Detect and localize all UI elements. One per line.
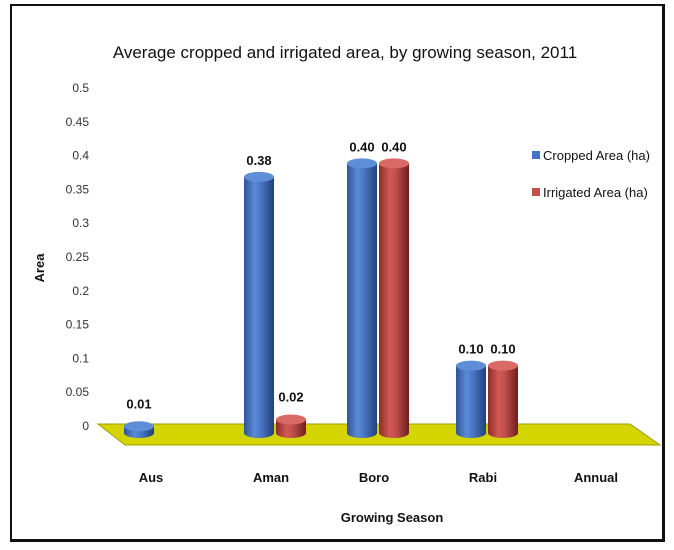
chart-frame bbox=[10, 4, 665, 542]
x-category-label: Annual bbox=[574, 470, 618, 485]
floor-plane bbox=[96, 423, 662, 446]
data-labels: 0.01 0.38 0.40 0.10 0.02 0.40 0.10 bbox=[126, 139, 515, 411]
y-tick-label: 0.15 bbox=[66, 318, 90, 332]
data-label: 0.10 bbox=[490, 342, 515, 357]
bar bbox=[276, 419, 306, 438]
y-tick-label: 0.35 bbox=[66, 182, 90, 196]
bar bbox=[379, 163, 409, 438]
bar bbox=[488, 365, 518, 438]
bar-top bbox=[244, 171, 274, 182]
x-category-label: Aus bbox=[139, 470, 164, 485]
bar bbox=[456, 365, 486, 438]
data-label: 0.10 bbox=[458, 342, 483, 357]
bar-series bbox=[124, 158, 518, 438]
y-tick-label: 0.5 bbox=[72, 81, 89, 95]
bar-top bbox=[124, 421, 154, 432]
chart-floor bbox=[96, 423, 662, 446]
bar-top bbox=[347, 158, 377, 169]
bar bbox=[244, 176, 274, 438]
x-category-label: Boro bbox=[359, 470, 389, 485]
legend: Cropped Area (ha) Irrigated Area (ha) bbox=[532, 148, 650, 200]
data-label: 0.38 bbox=[246, 153, 271, 168]
y-axis-label: Area bbox=[32, 253, 47, 283]
data-label: 0.02 bbox=[278, 390, 303, 405]
y-axis-ticks: 0 0.05 0.1 0.15 0.2 0.25 0.3 0.35 0.4 0.45 0.5 bbox=[66, 81, 90, 433]
y-tick-label: 0.4 bbox=[72, 149, 89, 163]
legend-swatch-irrigated bbox=[532, 188, 540, 196]
data-label: 0.40 bbox=[381, 139, 406, 154]
y-tick-label: 0.25 bbox=[66, 250, 90, 264]
bar-top bbox=[488, 360, 518, 371]
data-label: 0.40 bbox=[349, 139, 374, 154]
x-axis-label: Growing Season bbox=[341, 510, 444, 525]
x-category-label: Aman bbox=[253, 470, 289, 485]
y-tick-label: 0.1 bbox=[72, 351, 89, 365]
legend-label-cropped: Cropped Area (ha) bbox=[543, 148, 650, 163]
legend-label-irrigated: Irrigated Area (ha) bbox=[543, 185, 648, 200]
y-tick-label: 0.2 bbox=[72, 284, 89, 298]
data-label: 0.01 bbox=[126, 396, 151, 411]
bar-top bbox=[456, 360, 486, 371]
legend-swatch-cropped bbox=[532, 151, 540, 159]
x-axis-categories: Aus Aman Boro Rabi Annual bbox=[139, 470, 618, 485]
y-tick-label: 0.05 bbox=[66, 385, 90, 399]
chart-title: Average cropped and irrigated area, by g… bbox=[113, 43, 577, 62]
bar bbox=[347, 163, 377, 438]
bar-top bbox=[276, 414, 306, 425]
y-tick-label: 0.45 bbox=[66, 115, 90, 129]
y-tick-label: 0 bbox=[82, 419, 89, 433]
x-category-label: Rabi bbox=[469, 470, 497, 485]
bar-top bbox=[379, 158, 409, 169]
y-tick-label: 0.3 bbox=[72, 216, 89, 230]
